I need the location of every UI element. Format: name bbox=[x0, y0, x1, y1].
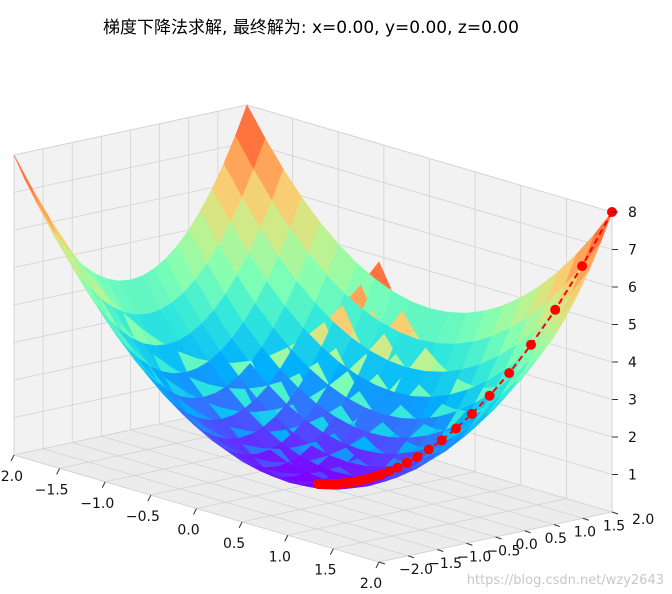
chart-title: 梯度下降法求解, 最终解为: x=0.00, y=0.00, z=0.00 bbox=[103, 18, 519, 38]
grid-line-y-floor bbox=[72, 442, 438, 550]
y-tick-label: −2.0 bbox=[399, 562, 433, 578]
grid-line-z-left bbox=[13, 104, 248, 156]
y-tick-label: 0.0 bbox=[516, 537, 538, 553]
grid-line-z-back bbox=[246, 179, 613, 288]
descent-path-point bbox=[312, 478, 323, 489]
z-tick-label: 4 bbox=[628, 355, 637, 371]
grid-line-z-back bbox=[246, 142, 613, 250]
y-tick-label: 0.5 bbox=[545, 531, 567, 547]
x-tick-label: 1.0 bbox=[269, 549, 291, 565]
y-tick-mark bbox=[378, 561, 386, 565]
x-tick-mark bbox=[10, 454, 15, 462]
z-tick-label: 3 bbox=[628, 393, 637, 409]
z-tick-label: 2 bbox=[628, 430, 637, 446]
grid-line-y-floor bbox=[101, 435, 467, 544]
x-tick-label: −2.0 bbox=[0, 469, 23, 485]
x-tick-label: −0.5 bbox=[126, 509, 160, 525]
x-tick-label: −1.5 bbox=[35, 482, 69, 498]
x-tick-mark bbox=[147, 494, 152, 502]
descent-path-point bbox=[466, 408, 477, 419]
y-tick-label: −1.0 bbox=[457, 550, 491, 566]
watermark: https://blog.csdn.net/wzy2643 bbox=[467, 573, 664, 588]
x-tick-label: 0.5 bbox=[223, 536, 245, 552]
y-tick-label: 2.0 bbox=[632, 512, 654, 528]
grid-line-z-left bbox=[13, 142, 248, 193]
x-tick-mark bbox=[375, 561, 380, 569]
grid-line-y-floor bbox=[43, 448, 409, 557]
y-tick-mark bbox=[582, 517, 590, 521]
x-tick-label: 1.5 bbox=[314, 563, 336, 579]
descent-path-point bbox=[577, 261, 588, 272]
descent-path-point bbox=[484, 390, 495, 401]
descent-path-point bbox=[384, 466, 394, 477]
z-tick-label: 8 bbox=[628, 205, 637, 221]
descent-path-point bbox=[550, 304, 561, 315]
y-tick-mark bbox=[495, 536, 502, 540]
y-tick-mark bbox=[437, 549, 444, 552]
descent-path-point bbox=[401, 457, 412, 468]
y-tick-label: −1.5 bbox=[428, 556, 462, 572]
x-tick-label: 2.0 bbox=[360, 576, 382, 592]
surface-plot bbox=[13, 104, 613, 490]
descent-path-point bbox=[504, 368, 515, 379]
axis-ticks: −2.0−1.5−1.0−0.50.00.51.01.52.0−2.0−1.5−… bbox=[0, 205, 654, 592]
descent-path-point bbox=[412, 452, 423, 462]
y-tick-mark bbox=[407, 555, 415, 559]
y-tick-label: 1.0 bbox=[574, 525, 596, 541]
descent-path bbox=[312, 207, 617, 490]
x-tick-mark bbox=[101, 481, 106, 488]
grid-line-z-back bbox=[246, 104, 613, 213]
descent-path-point bbox=[526, 339, 536, 350]
z-tick-label: 7 bbox=[628, 243, 637, 259]
x-tick-mark bbox=[329, 548, 334, 555]
descent-path-point bbox=[392, 462, 403, 473]
z-tick-label: 5 bbox=[628, 318, 637, 334]
x-tick-mark bbox=[238, 521, 243, 529]
y-tick-mark bbox=[466, 542, 473, 546]
grid-line-z-left bbox=[13, 179, 248, 231]
z-tick-label: 1 bbox=[628, 468, 637, 484]
x-tick-mark bbox=[56, 468, 61, 475]
x-tick-label: −1.0 bbox=[80, 496, 114, 512]
y-tick-label: −0.5 bbox=[486, 543, 520, 559]
descent-path-point bbox=[451, 423, 461, 434]
descent-path-point bbox=[436, 435, 447, 446]
z-tick-label: 6 bbox=[628, 280, 637, 296]
y-tick-mark bbox=[524, 530, 531, 534]
y-tick-mark bbox=[553, 524, 560, 527]
x-tick-label: 0.0 bbox=[177, 523, 199, 539]
x-tick-mark bbox=[284, 535, 289, 542]
x-tick-mark bbox=[193, 508, 197, 515]
y-tick-label: 1.5 bbox=[603, 518, 625, 534]
y-tick-mark bbox=[611, 511, 619, 515]
descent-path-point bbox=[423, 444, 434, 455]
